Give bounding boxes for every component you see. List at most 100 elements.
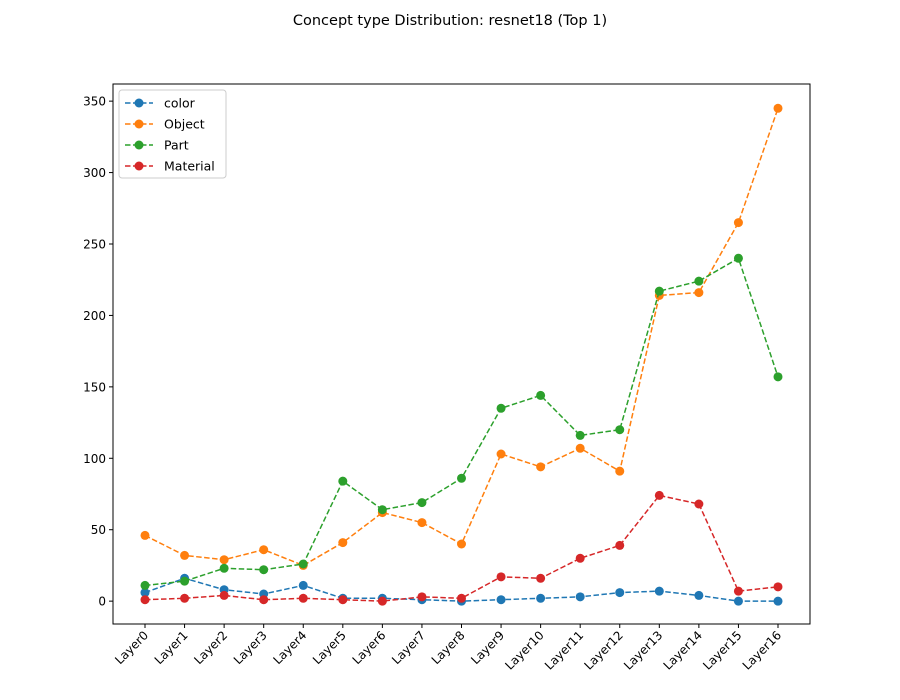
data-point — [180, 576, 190, 586]
data-point — [259, 565, 269, 575]
data-point — [140, 588, 150, 598]
data-point — [259, 595, 269, 605]
data-point — [496, 403, 506, 413]
data-point — [575, 592, 585, 602]
data-point — [575, 553, 585, 563]
legend-marker — [134, 161, 144, 171]
data-point — [733, 596, 743, 606]
data-point — [536, 390, 546, 400]
x-tick-label: Layer13 — [621, 628, 665, 672]
data-point — [615, 588, 625, 598]
x-tick-label: Layer4 — [270, 628, 309, 667]
data-point — [773, 582, 783, 592]
data-point — [298, 580, 308, 590]
x-tick-label: Layer9 — [468, 628, 507, 667]
data-point — [615, 425, 625, 435]
legend-label: Part — [164, 138, 189, 153]
series-line — [144, 257, 779, 587]
data-point — [377, 596, 387, 606]
x-tick-label: Layer8 — [429, 628, 468, 667]
data-point — [733, 253, 743, 263]
data-point — [773, 103, 783, 113]
data-point — [219, 590, 229, 600]
data-point — [140, 530, 150, 540]
data-point — [773, 372, 783, 382]
data-point — [457, 473, 466, 483]
x-tick-label: Layer0 — [112, 628, 151, 667]
x-tick-label: Layer10 — [502, 628, 546, 672]
y-tick-label: 350 — [83, 95, 106, 109]
data-point — [733, 586, 743, 596]
data-point — [338, 538, 348, 548]
x-tick-label: Layer1 — [152, 628, 191, 667]
data-point — [180, 550, 190, 560]
data-point — [496, 449, 506, 459]
data-point — [298, 559, 308, 569]
data-point — [496, 595, 506, 605]
data-point — [694, 590, 704, 600]
data-point — [457, 539, 466, 549]
y-axis: 0 50 100 150 200 250 300 350 — [83, 95, 113, 609]
data-point — [654, 586, 664, 596]
data-point — [417, 518, 427, 528]
series-material — [140, 490, 783, 606]
data-point — [219, 563, 229, 573]
data-point — [298, 593, 308, 603]
y-tick-label: 0 — [98, 595, 106, 609]
data-point — [536, 593, 546, 603]
legend-marker — [134, 140, 144, 150]
data-point — [259, 545, 269, 555]
x-tick-label: Layer2 — [191, 628, 230, 667]
legend: color Object Part Material — [118, 89, 227, 179]
data-point — [140, 580, 150, 590]
y-tick-label: 50 — [91, 523, 106, 537]
data-point — [496, 572, 506, 582]
data-point — [654, 490, 664, 500]
chart-title: Concept type Distribution: resnet18 (Top… — [293, 13, 607, 29]
data-point — [417, 592, 427, 602]
data-point — [694, 288, 704, 298]
y-tick-label: 200 — [83, 309, 106, 323]
data-point — [219, 555, 229, 565]
x-tick-label: Layer16 — [740, 628, 784, 672]
x-tick-label: Layer12 — [582, 628, 626, 672]
series-layer — [140, 103, 783, 606]
x-tick-label: Layer11 — [542, 628, 586, 672]
data-point — [457, 593, 466, 603]
y-tick-label: 300 — [83, 166, 106, 180]
x-tick-label: Layer14 — [661, 628, 705, 672]
data-point — [575, 443, 585, 453]
data-point — [773, 596, 783, 606]
x-axis: Layer0 Layer1 Layer2 Layer3 Layer4 Layer5 Laye… — [112, 624, 784, 673]
data-point — [377, 505, 387, 515]
data-point — [536, 462, 546, 472]
data-point — [615, 540, 625, 550]
series-line — [144, 108, 779, 567]
x-tick-label: Layer5 — [310, 628, 349, 667]
data-point — [575, 430, 585, 440]
legend-label: Material — [164, 159, 215, 174]
legend-marker — [134, 119, 144, 129]
legend-marker — [134, 98, 144, 108]
data-point — [417, 498, 427, 508]
data-point — [654, 286, 664, 296]
series-part — [140, 253, 783, 590]
data-point — [733, 218, 743, 228]
x-tick-label: Layer3 — [231, 628, 270, 667]
data-point — [180, 593, 190, 603]
x-tick-label: Layer15 — [700, 628, 744, 672]
y-tick-label: 150 — [83, 380, 106, 394]
data-point — [694, 499, 704, 509]
y-tick-label: 250 — [83, 238, 106, 252]
data-point — [338, 595, 348, 605]
data-point — [536, 573, 546, 583]
data-point — [615, 466, 625, 476]
x-tick-label: Layer7 — [389, 628, 428, 667]
series-object — [140, 103, 783, 570]
data-point — [338, 476, 348, 486]
y-tick-label: 100 — [83, 452, 106, 466]
data-point — [140, 595, 150, 605]
legend-label: Object — [164, 117, 205, 132]
